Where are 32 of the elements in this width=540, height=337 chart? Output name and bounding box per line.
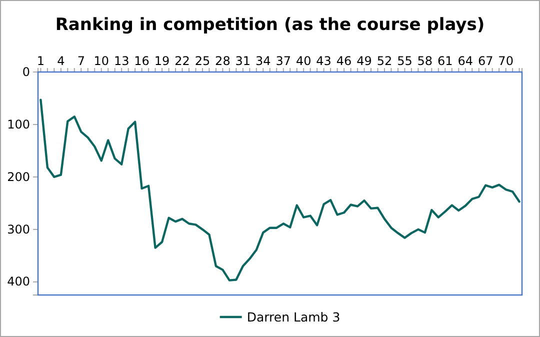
x-tick-label: 55 — [397, 54, 412, 68]
x-tick-label: 43 — [316, 54, 332, 68]
x-tick-label: 22 — [174, 54, 190, 68]
x-tick-label: 31 — [235, 54, 251, 68]
x-tick-label: 67 — [478, 54, 494, 68]
x-tick-label: 49 — [356, 54, 372, 68]
x-tick-label: 19 — [154, 54, 170, 68]
x-tick-label: 10 — [94, 54, 110, 68]
y-tick-label: 400 — [7, 274, 30, 289]
y-tick-label: 0 — [22, 64, 30, 79]
x-tick-label: 7 — [77, 54, 85, 68]
x-tick-label: 70 — [498, 54, 514, 68]
y-tick-label: 100 — [7, 117, 30, 132]
x-tick-label: 64 — [458, 54, 474, 68]
x-tick-label: 13 — [114, 54, 130, 68]
x-tick-label: 61 — [438, 54, 453, 68]
x-tick-label: 16 — [134, 54, 150, 68]
x-tick-label: 25 — [194, 54, 210, 68]
x-tick-label: 37 — [276, 54, 292, 68]
x-tick-label: 40 — [296, 54, 312, 68]
x-tick-label: 34 — [256, 54, 271, 68]
y-tick-label: 300 — [7, 222, 30, 236]
chart-title: Ranking in competition (as the course plays) — [55, 15, 485, 35]
x-tick-label: 52 — [376, 54, 392, 68]
y-tick-label: 200 — [7, 170, 30, 184]
line-series — [40, 98, 520, 282]
x-tick-label: 46 — [336, 54, 352, 68]
x-tick-label: 58 — [417, 54, 433, 68]
legend-label: Darren Lamb 3 — [246, 310, 340, 324]
x-tick-label: 28 — [215, 54, 230, 68]
x-tick-label: 4 — [57, 54, 65, 68]
x-tick-label: 1 — [36, 54, 45, 68]
